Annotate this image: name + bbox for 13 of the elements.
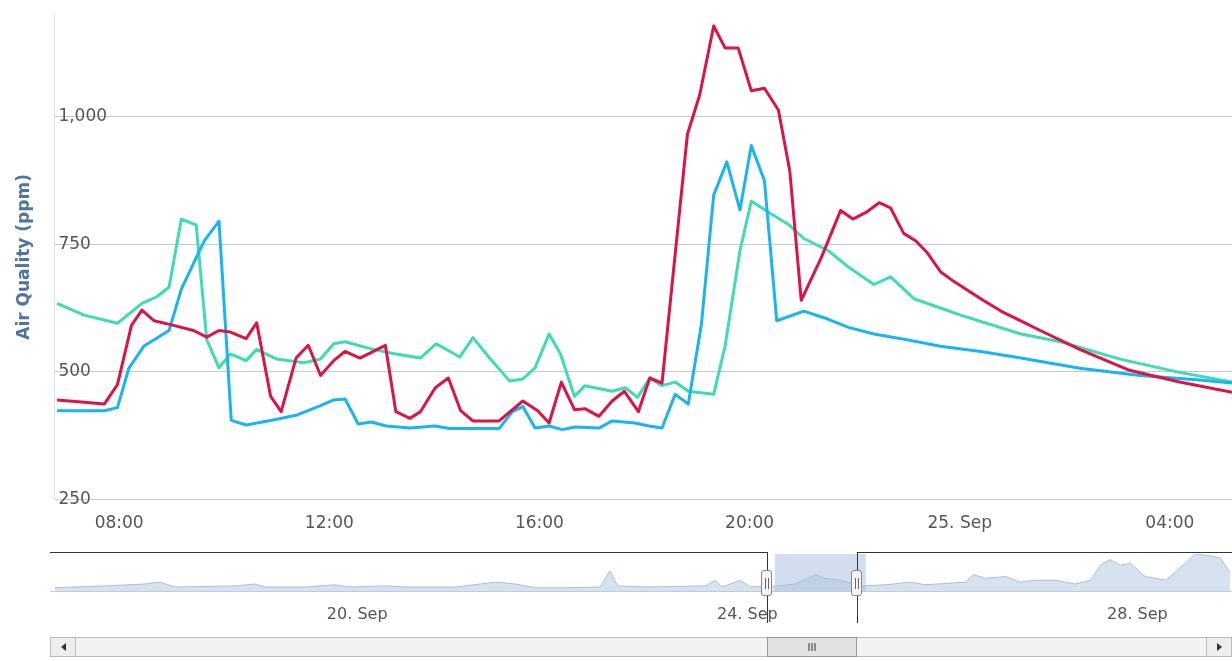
x-tick-label: 16:00 xyxy=(514,512,564,533)
x-tick-label: 28. Sep xyxy=(1107,604,1168,624)
x-tick-label: 25. Sep xyxy=(927,512,992,533)
y-tick-label: 750 xyxy=(58,232,91,253)
x-tick-label: 04:00 xyxy=(1145,512,1195,533)
y-tick-label: 250 xyxy=(58,488,91,509)
x-tick-label: 20:00 xyxy=(725,512,775,533)
y-axis-title: Air Quality (ppm) xyxy=(12,174,33,340)
y-tick-label: 1,000 xyxy=(58,104,108,125)
y-tick-label: 500 xyxy=(58,360,91,381)
x-tick-label: 08:00 xyxy=(94,512,144,533)
x-tick-label: 20. Sep xyxy=(326,604,388,624)
x-tick-label: 12:00 xyxy=(304,512,354,533)
